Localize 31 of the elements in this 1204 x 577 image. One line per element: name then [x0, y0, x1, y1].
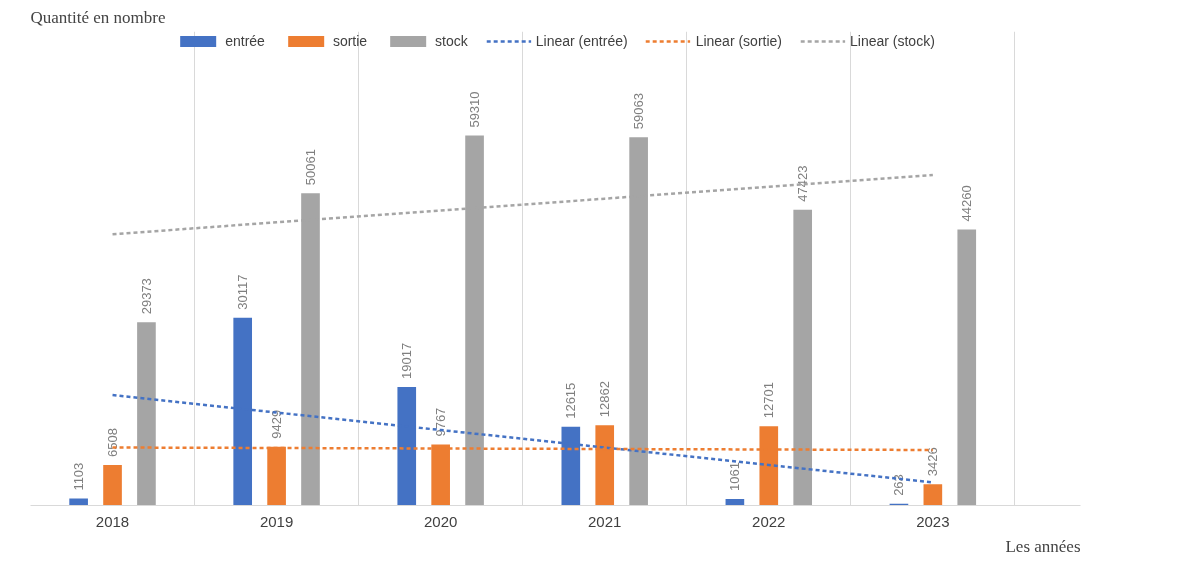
x-tick-label: 2020 [423, 512, 458, 530]
data-label: 1103 [71, 462, 87, 491]
x-tick-label: 2023 [916, 512, 950, 530]
x-tick-label: 2022 [752, 512, 786, 530]
x-tick-label: 2018 [95, 512, 130, 530]
data-label: 1061 [727, 461, 743, 491]
data-label: 50061 [303, 149, 318, 186]
x-tick-label: 2019 [259, 512, 294, 530]
x-tick-label: 2021 [588, 512, 622, 530]
data-label: 47423 [795, 165, 811, 202]
x-axis-title: Les années [1005, 536, 1081, 556]
data-label: 44260 [959, 185, 975, 222]
data-label: 12701 [761, 382, 777, 419]
legend-label: Linear (stock) [850, 33, 935, 49]
data-label: 6508 [105, 427, 121, 457]
data-label: 30117 [235, 274, 251, 310]
data-label: 59310 [467, 91, 483, 128]
data-label: 59063 [631, 92, 647, 130]
data-label: 19017 [399, 342, 415, 379]
data-label: 9767 [433, 407, 449, 437]
legend-label: Linear (sortie) [695, 33, 783, 49]
data-label: 3426 [925, 447, 941, 477]
data-label: 9429 [269, 409, 285, 439]
legend-label: entrée [225, 33, 265, 49]
legend-label: sortie [332, 33, 368, 49]
data-label: 29373 [138, 278, 154, 315]
data-label: 12615 [563, 382, 579, 419]
legend-label: stock [435, 33, 468, 49]
y-axis-title: Quantité en nombre [30, 7, 166, 27]
data-label: 12862 [597, 381, 613, 418]
legend-label: Linear (entrée) [535, 33, 628, 49]
